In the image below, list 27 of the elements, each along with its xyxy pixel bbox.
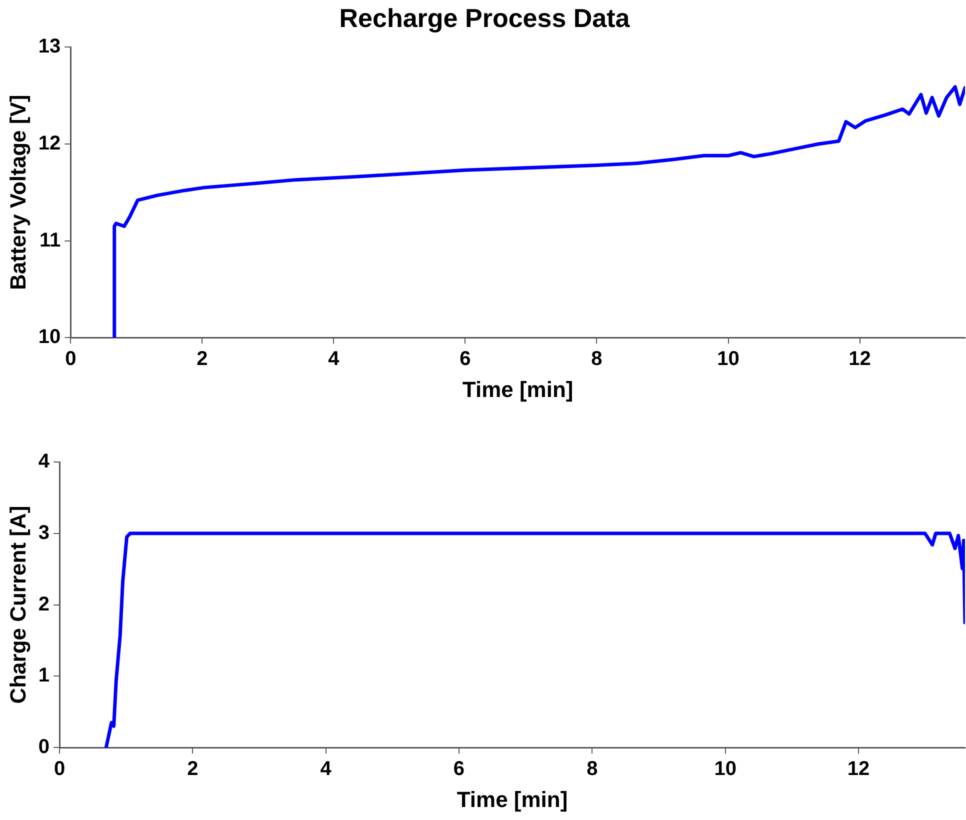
y-axis-title: Charge Current [A]: [5, 506, 30, 704]
x-tick-label: 10: [717, 348, 740, 370]
y-tick-label: 4: [38, 450, 50, 473]
y-tick-label: 3: [38, 522, 50, 544]
x-axis-title: Time [min]: [456, 786, 568, 812]
y-tick-label: 0: [38, 736, 50, 758]
y-tick-label: 2: [38, 593, 50, 616]
y-tick-label: 10: [38, 326, 61, 348]
y-tick-label: 12: [38, 132, 61, 155]
x-tick-label: 4: [320, 758, 332, 780]
x-tick-label: 6: [453, 758, 465, 780]
x-tick-label: 0: [65, 348, 76, 370]
x-tick-label: 2: [187, 758, 198, 780]
x-tick-label: 12: [848, 348, 871, 370]
x-tick-label: 4: [328, 348, 340, 370]
x-tick-label: 6: [460, 348, 471, 370]
x-tick-label: 8: [591, 348, 602, 370]
y-tick-label: 11: [39, 229, 61, 252]
x-tick-label: 12: [847, 758, 870, 780]
y-axis-title: Battery Voltage [V]: [5, 94, 30, 290]
x-axis-title: Time [min]: [462, 376, 574, 402]
x-tick-label: 8: [586, 758, 598, 780]
x-tick-label: 10: [714, 758, 736, 780]
y-tick-label: 1: [38, 664, 50, 687]
chart-title: Recharge Process Data: [339, 2, 630, 33]
x-tick-label: 2: [196, 348, 208, 370]
y-tick-label: 13: [38, 36, 61, 58]
